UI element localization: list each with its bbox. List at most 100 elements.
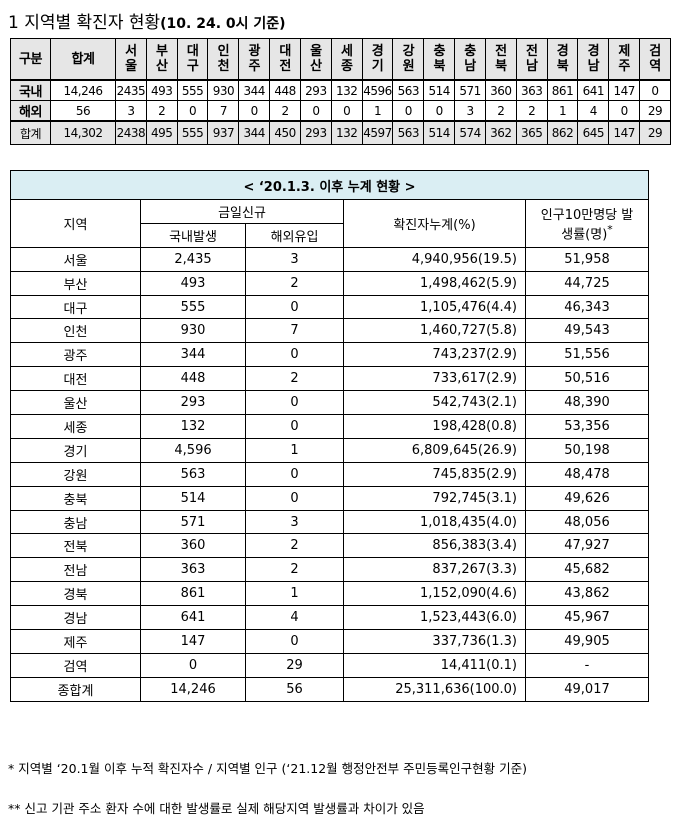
cell: 48,056: [525, 509, 649, 535]
cell: 45,682: [525, 557, 649, 583]
column-header: 전남: [515, 38, 548, 81]
cell: 대전: [10, 366, 141, 392]
caption: < ‘20.1.3. 이후 누계 현황 >: [10, 170, 649, 200]
cell: 641: [140, 605, 246, 631]
cell: 충북: [10, 485, 141, 511]
cell: 147: [608, 120, 641, 145]
cell: 4: [577, 100, 610, 122]
cell: 14,246: [140, 676, 246, 702]
column-header: 부산: [145, 38, 178, 81]
cell: 국내: [10, 79, 51, 101]
data-row: 대구 555 0 1,105,476(4.4) 46,343: [10, 294, 649, 320]
cell: 0: [245, 461, 344, 487]
cell: 2: [145, 100, 178, 122]
summary-table: 구분 합계 서울 부산 대구 인천 광주 대전 울산 세종 경기 강원 충북 충남 전북 전남 경북 경남 제주 검역…: [10, 38, 671, 145]
cell: 49,905: [525, 629, 649, 654]
cell: 25,311,636(100.0): [343, 676, 526, 702]
header-text: 인구10만명당 발생률(명): [540, 208, 634, 243]
header-row: 국내발생 해외유입: [11, 222, 649, 248]
cell: 0: [423, 100, 456, 122]
cell: 29: [639, 120, 671, 145]
cell: 4: [245, 605, 344, 631]
column-header: 충북: [423, 38, 456, 81]
cell: 344: [238, 79, 271, 101]
column-header: 대구: [176, 38, 209, 81]
cell: 360: [484, 79, 517, 101]
cell: 29: [245, 652, 344, 678]
cell: 493: [145, 79, 178, 101]
cell: 45,967: [525, 605, 649, 631]
cell: 0: [245, 390, 344, 416]
data-row: 제주 147 0 337,736(1.3) 49,905: [10, 629, 649, 654]
cell: 3: [245, 509, 344, 535]
data-row: 충북 514 0 792,745(3.1) 49,626: [10, 485, 649, 511]
column-header: 경기: [361, 38, 394, 81]
cell: 861: [140, 581, 246, 607]
data-row: 광주 344 0 743,237(2.9) 51,556: [10, 342, 649, 368]
title-text: 1 지역별 확진자 현황: [8, 13, 161, 33]
summary-row: 국내 14,246 2435 493 555 930 344 448 293 132 4596 563…: [10, 79, 671, 101]
cell: 51,958: [525, 246, 649, 272]
cell: 전남: [10, 557, 141, 583]
cell: 0: [639, 79, 671, 101]
header: 지역: [10, 199, 141, 248]
column-header: 강원: [392, 38, 425, 81]
column-header: 경북: [546, 38, 579, 81]
cell: 514: [423, 120, 456, 145]
footnote: ** 신고 기관 주소 환자 수에 대한 발생률로 실제 해당지역 발생률과 차…: [8, 801, 425, 816]
cell: 2: [245, 557, 344, 583]
column-header: 경남: [577, 38, 610, 81]
cell: 563: [392, 120, 425, 145]
cell: 4596: [361, 79, 394, 101]
cell: 0: [299, 100, 332, 122]
header-mark: *: [607, 223, 613, 237]
cell: 293: [299, 79, 332, 101]
cell: 837,267(3.3): [343, 557, 526, 583]
cell: 1,523,443(6.0): [343, 605, 526, 631]
column-header: 인천: [207, 38, 240, 81]
cell: 인천: [10, 318, 141, 344]
cell: 51,556: [525, 342, 649, 368]
cell: 1: [245, 581, 344, 607]
cell: 132: [140, 414, 246, 439]
cumulative-table: < ‘20.1.3. 이후 누계 현황 > 지역 금일신규 확진자누계(%) 인구10만…: [10, 170, 649, 702]
cell: 0: [245, 342, 344, 368]
cell: 147: [608, 79, 641, 101]
cell: 14,302: [50, 120, 116, 145]
data-row: 부산 493 2 1,498,462(5.9) 44,725: [10, 270, 649, 296]
cell: 대구: [10, 294, 141, 320]
cell: 856,383(3.4): [343, 533, 526, 559]
cell: 862: [546, 120, 579, 145]
cell: 450: [269, 120, 301, 145]
cell: 937: [207, 120, 240, 145]
column-header: 전북: [484, 38, 517, 81]
cell: 56: [245, 676, 344, 702]
cell: 1: [361, 100, 394, 122]
cell: 50,516: [525, 366, 649, 392]
cell: 43,862: [525, 581, 649, 607]
cell: 1: [245, 437, 344, 463]
cell: 571: [454, 79, 486, 101]
cell: 3: [245, 246, 344, 272]
cell: 362: [484, 120, 517, 145]
data-row: 경남 641 4 1,523,443(6.0) 45,967: [10, 605, 649, 631]
cell: 합계: [10, 120, 51, 145]
cell: 344: [238, 120, 271, 145]
cell: 2: [515, 100, 548, 122]
cell: 132: [330, 79, 363, 101]
cell: 44,725: [525, 270, 649, 296]
cell: 555: [140, 294, 246, 320]
data-row: 인천 930 7 1,460,727(5.8) 49,543: [10, 318, 649, 344]
cell: 363: [140, 557, 246, 583]
caption-row: < ‘20.1.3. 이후 누계 현황 >: [10, 170, 649, 200]
cell: 53,356: [525, 414, 649, 439]
header: 국내발생: [140, 222, 246, 248]
data-row: 서울 2,435 3 4,940,956(19.5) 51,958: [10, 246, 649, 272]
cell: 555: [176, 120, 209, 145]
cell: 563: [140, 461, 246, 487]
cell: 2,435: [140, 246, 246, 272]
cell: 514: [140, 485, 246, 511]
cell: 2: [245, 533, 344, 559]
cell: 930: [140, 318, 246, 344]
data-row: 전남 363 2 837,267(3.3) 45,682: [10, 557, 649, 583]
